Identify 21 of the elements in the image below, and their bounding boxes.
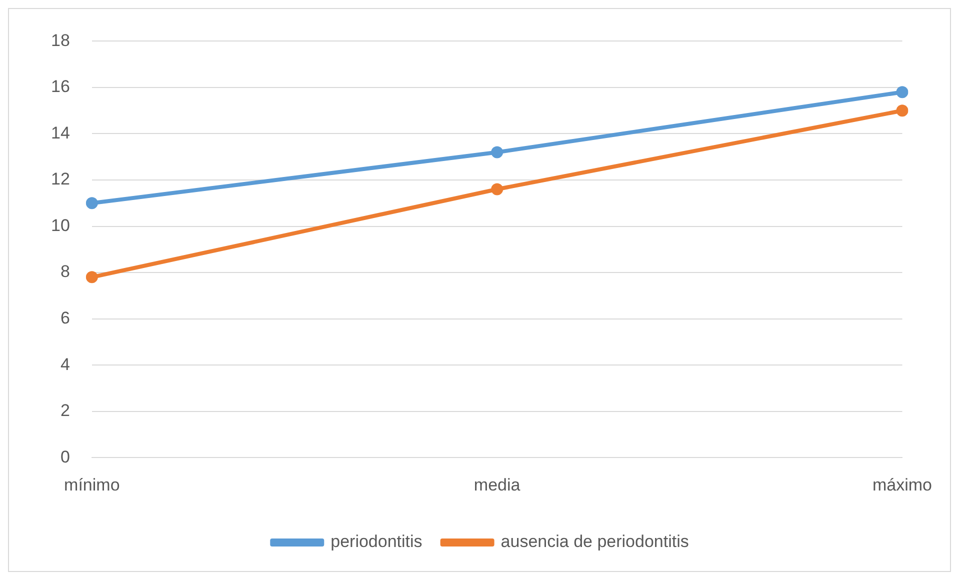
y-tick-label: 12	[50, 170, 70, 189]
y-tick-label: 8	[60, 262, 70, 282]
x-tick-label: media	[474, 475, 521, 494]
legend-label: periodontitis	[330, 532, 422, 552]
y-tick-label: 16	[50, 77, 70, 96]
y-tick-label: 2	[60, 401, 70, 420]
x-tick-label: mínimo	[64, 475, 120, 494]
point	[896, 86, 908, 98]
point	[86, 197, 98, 210]
point	[86, 271, 98, 284]
point	[491, 183, 504, 196]
y-tick-label: 6	[60, 308, 70, 328]
y-tick-label: 18	[50, 30, 70, 50]
y-tick-label: 0	[60, 447, 70, 466]
x-tick-label: máximo	[872, 475, 932, 494]
legend-label: ausencia de periodontitis	[500, 532, 689, 552]
y-tick-label: 14	[50, 123, 70, 142]
y-tick-label: 10	[50, 216, 70, 235]
point	[896, 104, 908, 117]
point	[491, 146, 504, 158]
y-tick-label: 4	[60, 354, 70, 374]
